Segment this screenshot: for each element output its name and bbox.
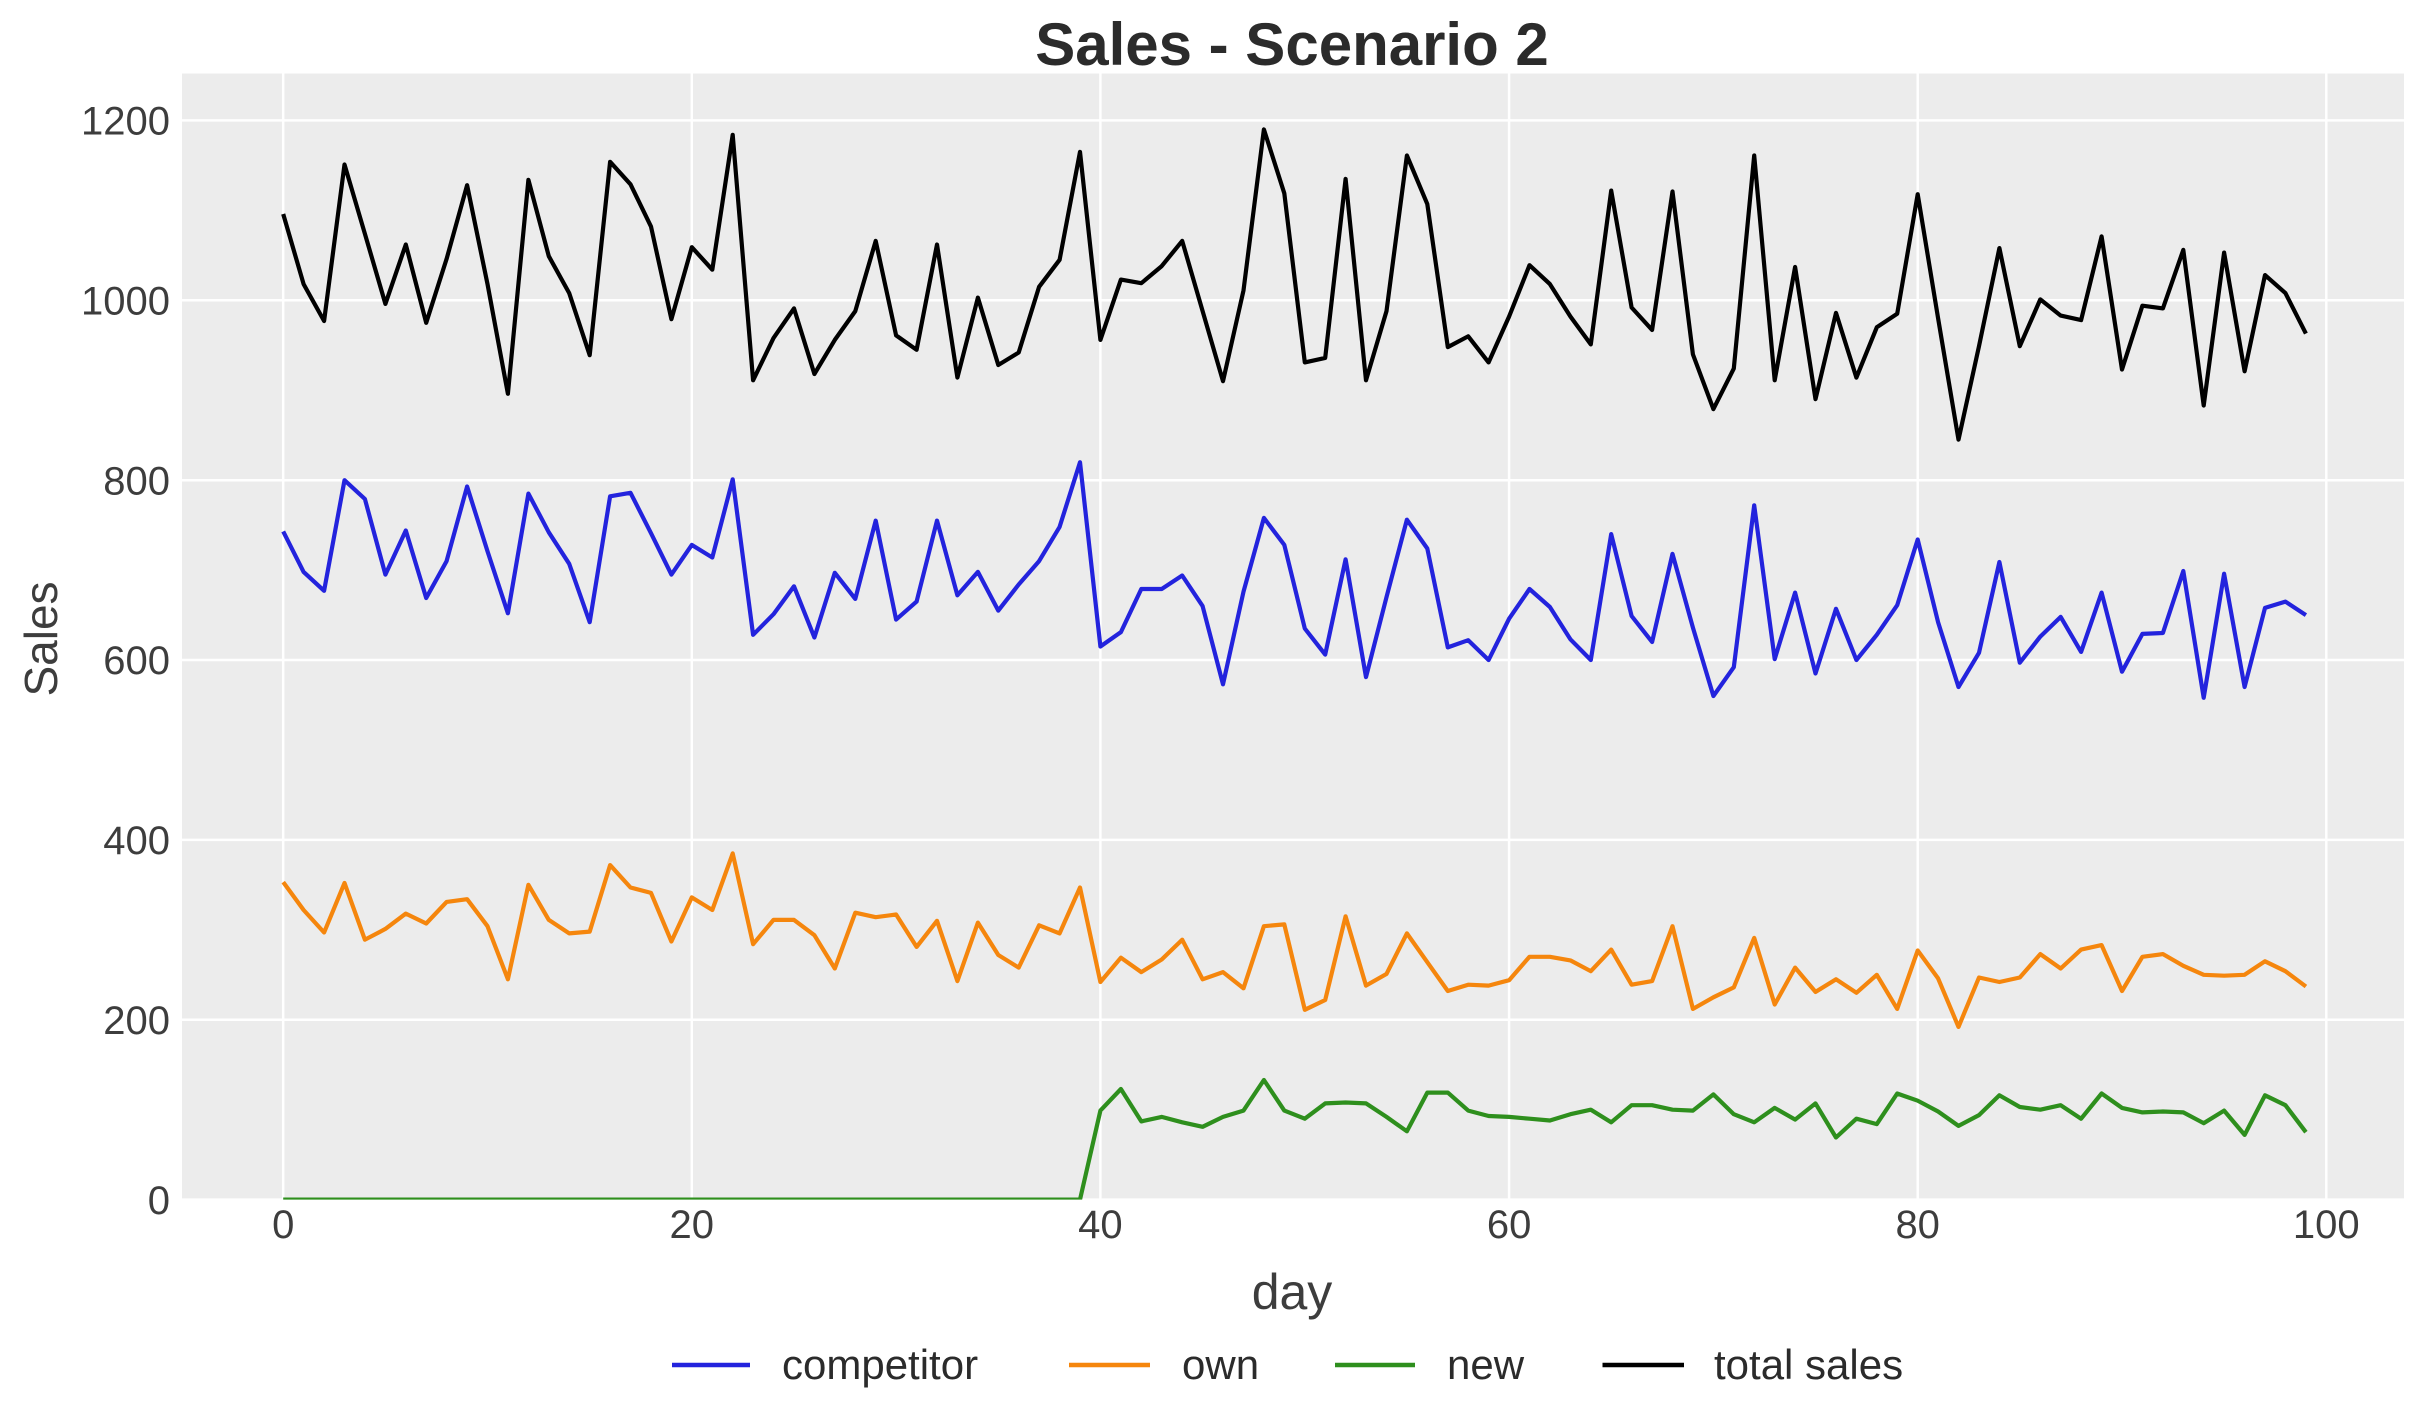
svg-text:0: 0 xyxy=(272,1203,294,1247)
svg-text:100: 100 xyxy=(2293,1203,2360,1247)
svg-text:Sales: Sales xyxy=(15,581,67,696)
svg-text:20: 20 xyxy=(670,1203,715,1247)
svg-text:1000: 1000 xyxy=(81,280,170,324)
svg-text:Sales - Scenario 2: Sales - Scenario 2 xyxy=(1035,11,1549,78)
svg-text:80: 80 xyxy=(1895,1203,1940,1247)
svg-text:600: 600 xyxy=(103,639,170,683)
svg-text:400: 400 xyxy=(103,819,170,863)
svg-text:0: 0 xyxy=(148,1179,170,1223)
svg-text:800: 800 xyxy=(103,459,170,503)
svg-text:competitor: competitor xyxy=(782,1341,978,1388)
svg-text:1200: 1200 xyxy=(81,100,170,144)
svg-text:60: 60 xyxy=(1487,1203,1532,1247)
svg-text:day: day xyxy=(1252,1264,1333,1320)
svg-text:200: 200 xyxy=(103,999,170,1043)
svg-text:own: own xyxy=(1182,1341,1259,1388)
svg-text:40: 40 xyxy=(1078,1203,1123,1247)
svg-text:total sales: total sales xyxy=(1714,1341,1903,1388)
svg-text:new: new xyxy=(1447,1341,1525,1388)
